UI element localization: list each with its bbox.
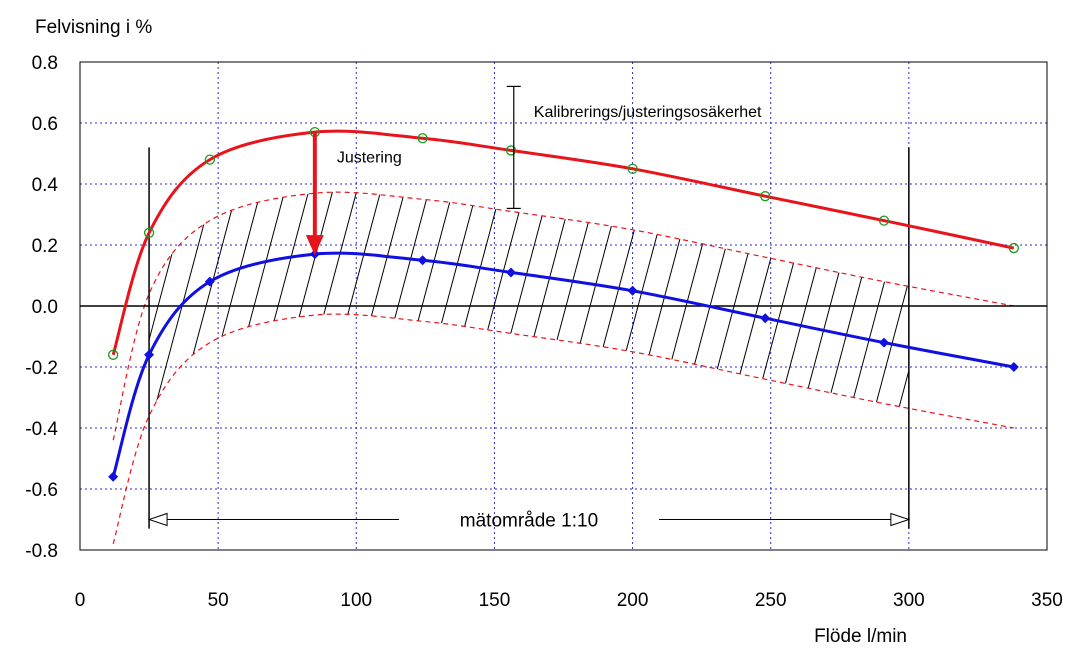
band-lower-line xyxy=(112,313,1014,545)
measuring-range xyxy=(149,147,909,529)
data-point-1-2 xyxy=(204,276,215,287)
y-tick-label-5: -0.2 xyxy=(25,358,58,379)
y-tick-label-6: -0.4 xyxy=(25,419,58,440)
data-point-0-6 xyxy=(627,163,638,174)
y-tick-label-2: 0.4 xyxy=(32,175,59,196)
x-tick-label-2: 100 xyxy=(340,590,372,611)
data-point-0-1 xyxy=(143,227,155,238)
uncertainty-label: Kalibrerings/justeringsosäkerhet xyxy=(534,104,762,121)
x-tick-label-5: 250 xyxy=(755,590,787,611)
y-tick-label-1: 0.6 xyxy=(32,114,58,135)
data-point-1-4 xyxy=(417,255,428,266)
x-tick-label-0: 0 xyxy=(75,590,86,611)
series-line-0 xyxy=(111,129,1015,356)
data-point-1-9 xyxy=(1008,362,1019,372)
annotations xyxy=(305,85,521,256)
range-label: mätområde 1:10 xyxy=(460,511,598,532)
y-tick-label-3: 0.2 xyxy=(32,236,58,257)
uncertainty-band xyxy=(112,191,1014,545)
data-point-0-7 xyxy=(760,191,771,202)
adjustment-arrow-head xyxy=(305,235,324,256)
y-tick-label-4: 0.0 xyxy=(32,297,58,318)
data-point-1-8 xyxy=(878,337,889,348)
y-tick-label-0: 0.8 xyxy=(32,53,58,74)
data-point-1-0 xyxy=(108,471,119,482)
data-point-0-5 xyxy=(505,145,517,156)
y-tick-labels: 0.8 0.6 0.4 0.2 0.0 -0.2 -0.4 -0.6 -0.8 xyxy=(25,53,58,562)
y-tick-label-7: -0.6 xyxy=(25,480,58,501)
adjustment-label: Justering xyxy=(337,150,402,167)
data-point-0-8 xyxy=(878,215,890,226)
series-line-1 xyxy=(111,251,1015,478)
series-lines xyxy=(111,129,1015,478)
data-point-0-2 xyxy=(204,154,216,165)
x-axis-title: Flöde l/min xyxy=(814,626,907,647)
data-point-0-0 xyxy=(108,349,119,360)
plot-frame xyxy=(79,61,1048,551)
x-tick-label-6: 300 xyxy=(893,590,925,611)
data-point-1-1 xyxy=(144,349,155,360)
series-markers xyxy=(108,126,1019,482)
x-tick-label-4: 200 xyxy=(617,590,649,611)
x-tick-label-1: 50 xyxy=(208,590,229,611)
data-point-1-6 xyxy=(627,285,638,296)
x-tick-labels: 0 50 100 150 200 250 300 350 xyxy=(75,590,1063,611)
y-axis-title: Felvisning i % xyxy=(35,17,152,38)
data-point-1-7 xyxy=(760,313,771,324)
y-tick-label-8: -0.8 xyxy=(25,541,58,562)
data-point-0-4 xyxy=(417,133,428,144)
data-point-1-5 xyxy=(506,267,517,278)
x-tick-label-7: 350 xyxy=(1031,590,1063,611)
data-point-0-9 xyxy=(1008,242,1019,254)
x-tick-label-3: 150 xyxy=(479,590,511,611)
